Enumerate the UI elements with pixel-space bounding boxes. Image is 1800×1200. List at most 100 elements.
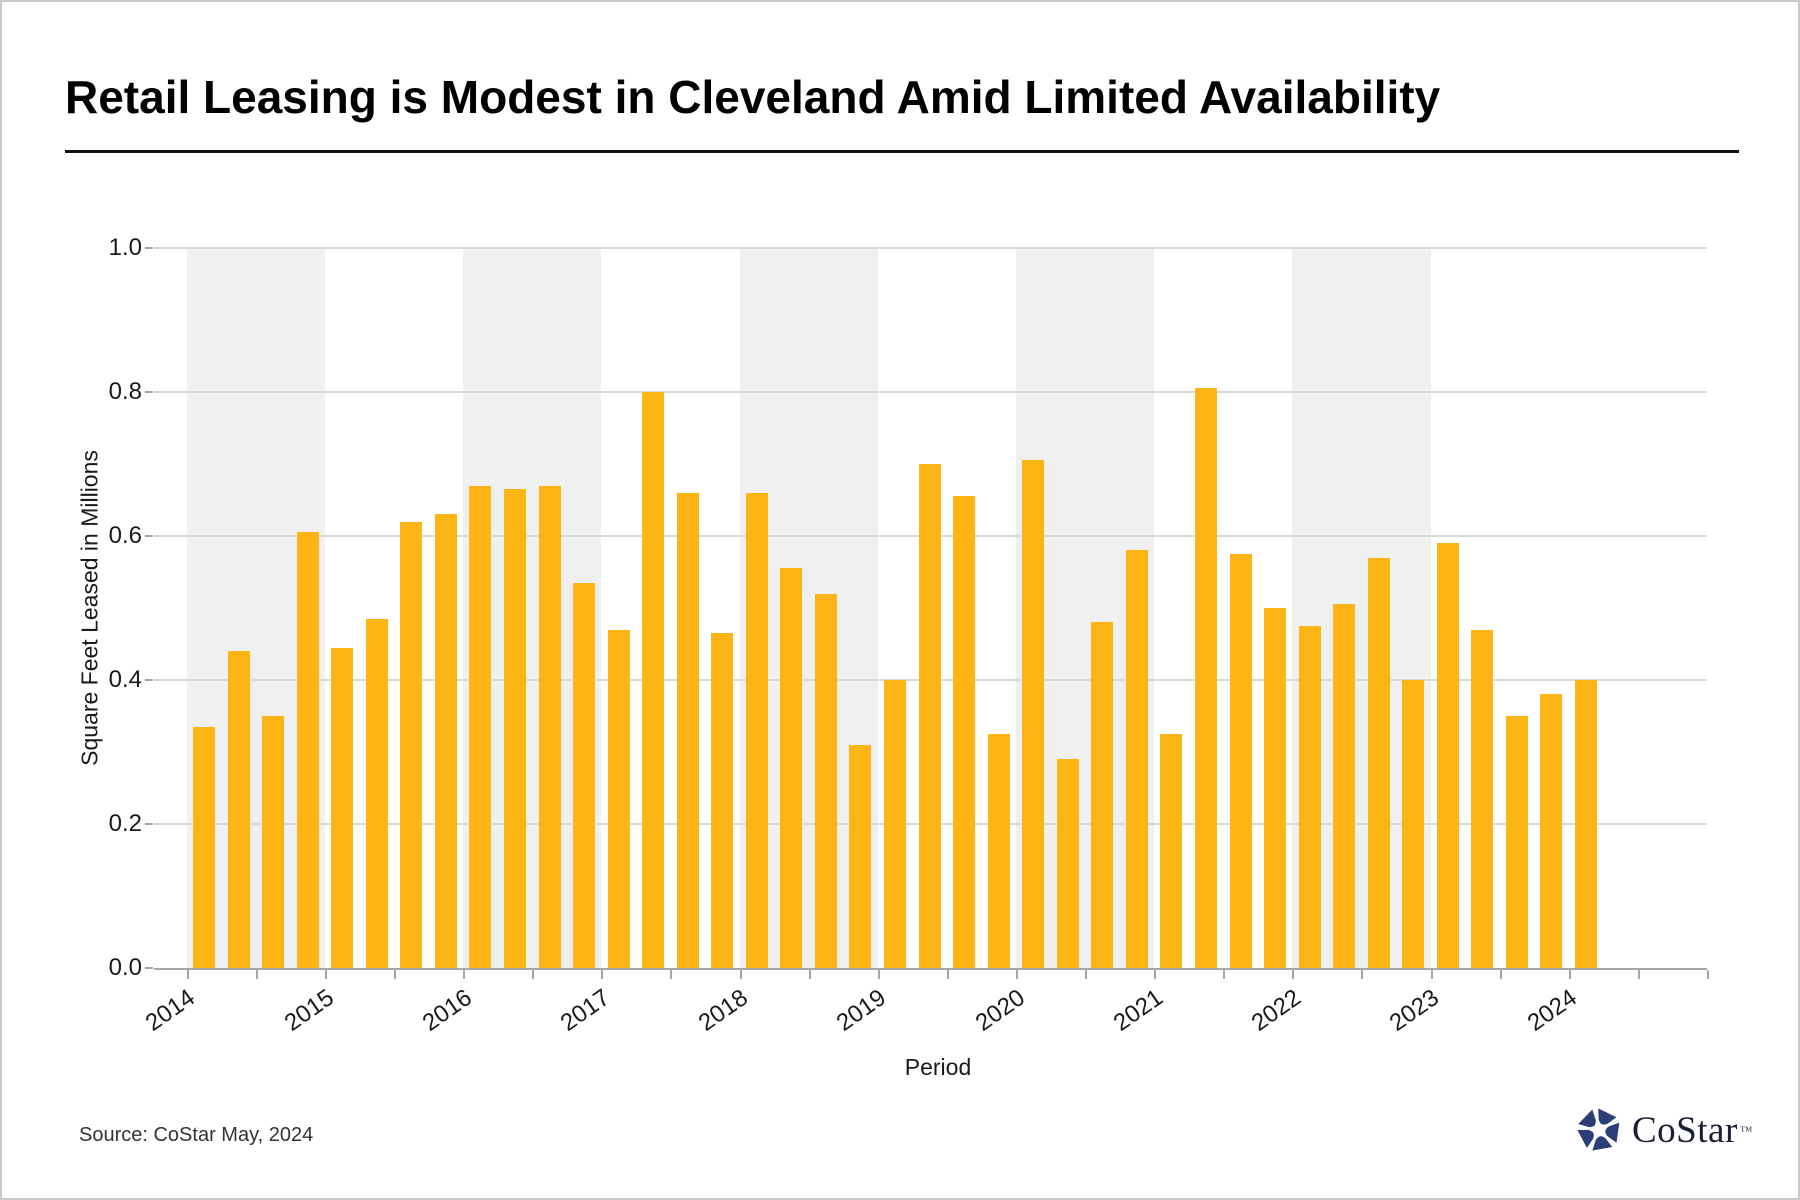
bar-2014-Q2 <box>227 651 250 968</box>
bar-2022-Q2 <box>1333 604 1356 968</box>
star-cutout <box>1585 1116 1612 1143</box>
bar-2023-Q1 <box>1436 543 1459 968</box>
bar-2015-Q1 <box>331 648 354 968</box>
bar-2020-Q3 <box>1091 622 1114 968</box>
bar-2017-Q3 <box>676 493 699 968</box>
x-tick <box>877 970 880 979</box>
bar-2016-Q2 <box>503 489 526 968</box>
costar-logo-text: CoStar ™ <box>1632 1109 1753 1152</box>
x-axis-title: Period <box>904 1054 972 1080</box>
x-tick-label-text: 2016 <box>417 984 477 1037</box>
x-tick <box>739 970 742 979</box>
x-tick <box>808 970 811 979</box>
bar-2017-Q4 <box>711 633 734 968</box>
x-tick-label-text: 2021 <box>1108 984 1168 1037</box>
x-tick <box>1706 970 1709 979</box>
x-tick-label-text: 2023 <box>1384 984 1445 1037</box>
bar-2014-Q1 <box>193 727 215 968</box>
bar-2021-Q1 <box>1160 734 1183 968</box>
bar-2016-Q1 <box>469 486 492 968</box>
bar-2018-Q2 <box>780 568 803 968</box>
x-tick-label-text: 2014 <box>140 984 201 1037</box>
bar-2017-Q1 <box>607 630 630 968</box>
bar-2024-Q1 <box>1575 680 1597 968</box>
bar-2020-Q2 <box>1056 759 1079 968</box>
x-tick <box>1430 970 1433 979</box>
x-tick <box>532 970 535 979</box>
costar-pinwheel-icon <box>1577 1108 1620 1151</box>
x-tick-label-text: 2022 <box>1246 984 1306 1037</box>
x-tick <box>394 970 397 979</box>
x-tick <box>946 970 949 979</box>
bar-2018-Q3 <box>814 594 837 968</box>
y-tick-label-0.4: 0.4 <box>108 666 142 693</box>
bar-2014-Q4 <box>296 532 319 968</box>
bar-2019-Q3 <box>953 496 976 968</box>
x-tick-label-text: 2020 <box>970 984 1030 1037</box>
bar-2015-Q2 <box>365 619 388 968</box>
gridline-0.8 <box>154 391 1707 393</box>
bar-2018-Q4 <box>849 745 872 968</box>
x-tick <box>1085 970 1088 979</box>
source-note: Source: CoStar May, 2024 <box>79 1124 314 1146</box>
x-tick-label-text: 2024 <box>1522 984 1583 1037</box>
bar-2023-Q3 <box>1505 716 1528 968</box>
bar-2019-Q1 <box>884 680 906 968</box>
bar-2016-Q3 <box>538 486 561 968</box>
x-tick <box>1568 970 1571 979</box>
bar-2022-Q3 <box>1367 558 1390 968</box>
bar-2019-Q4 <box>987 734 1010 968</box>
bar-2023-Q2 <box>1471 630 1494 968</box>
bar-2022-Q1 <box>1298 626 1321 968</box>
bar-2017-Q2 <box>642 392 665 968</box>
y-tick <box>145 679 153 681</box>
bar-2021-Q2 <box>1194 388 1217 968</box>
y-tick <box>145 391 153 393</box>
x-tick <box>186 970 189 979</box>
x-tick <box>1499 970 1502 979</box>
bar-2021-Q4 <box>1264 608 1287 968</box>
y-tick <box>145 247 153 249</box>
bar-2019-Q2 <box>918 464 941 968</box>
bar-2020-Q1 <box>1022 460 1045 968</box>
x-axis-line <box>154 968 1707 970</box>
x-tick <box>1361 970 1364 979</box>
x-tick-label-text: 2017 <box>555 984 615 1037</box>
x-tick <box>255 970 258 979</box>
x-tick-label-text: 2019 <box>831 984 892 1037</box>
bar-2016-Q4 <box>573 583 596 968</box>
x-tick-label-text: 2015 <box>279 984 339 1037</box>
x-tick <box>463 970 466 979</box>
x-tick <box>1015 970 1018 979</box>
y-tick-label-0.0: 0.0 <box>108 954 142 981</box>
y-tick-label-1.0: 1.0 <box>108 234 142 261</box>
x-tick <box>1292 970 1295 979</box>
x-tick-label-text: 2018 <box>693 984 754 1037</box>
gridline-1 <box>154 247 1707 249</box>
x-tick <box>324 970 327 979</box>
x-tick <box>1223 970 1226 979</box>
bar-2023-Q4 <box>1540 694 1563 968</box>
title-underline <box>65 150 1739 153</box>
bar-2022-Q4 <box>1402 680 1425 968</box>
y-axis-title: Square Feet Leased in Millions <box>76 450 103 766</box>
y-tick-label-0.6: 0.6 <box>108 522 142 549</box>
costar-logotype: CoStar <box>1632 1109 1738 1151</box>
trademark-symbol: ™ <box>1739 1123 1753 1139</box>
x-tick <box>670 970 673 979</box>
bar-2020-Q4 <box>1125 550 1148 968</box>
bar-2015-Q4 <box>434 514 457 968</box>
y-tick <box>145 967 153 969</box>
chart-title: Retail Leasing is Modest in Cleveland Am… <box>65 71 1441 123</box>
x-tick <box>601 970 604 979</box>
bar-2015-Q3 <box>400 522 423 968</box>
bar-2018-Q1 <box>745 493 768 968</box>
x-tick <box>1154 970 1157 979</box>
y-tick-label-0.2: 0.2 <box>108 810 142 837</box>
bar-2021-Q3 <box>1229 554 1252 968</box>
bar-2014-Q3 <box>262 716 285 968</box>
costar-logo: CoStar ™ <box>1576 1106 1753 1154</box>
x-tick <box>1637 970 1640 979</box>
y-tick <box>145 823 153 825</box>
